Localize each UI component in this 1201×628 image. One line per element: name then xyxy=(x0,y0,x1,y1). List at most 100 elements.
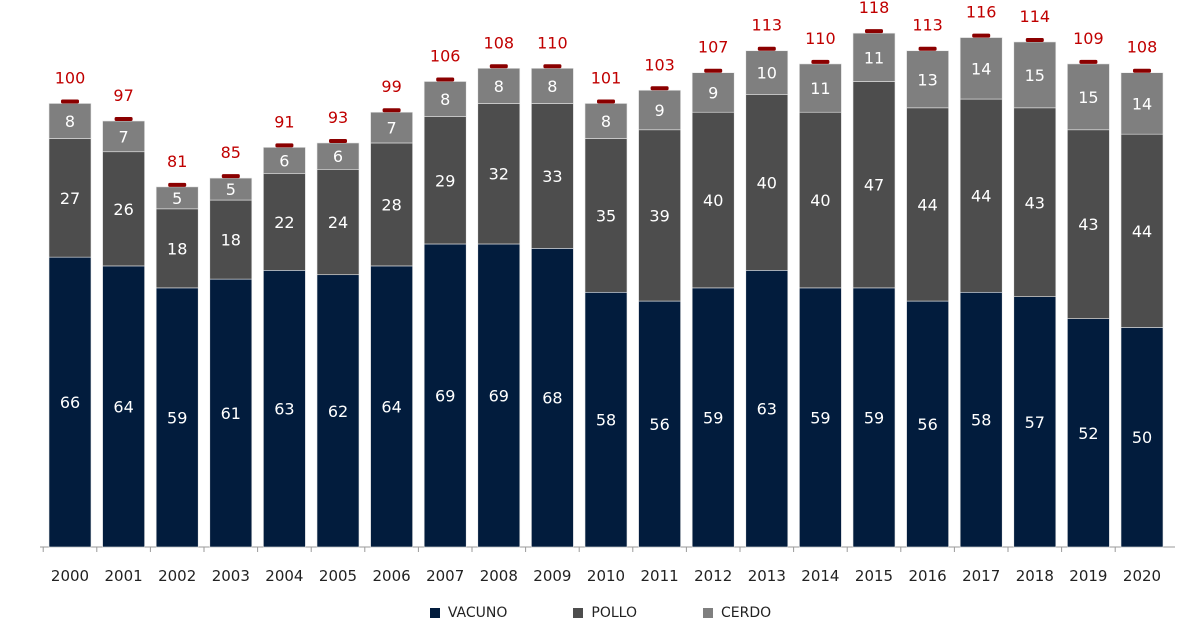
data-label-pollo-2006: 28 xyxy=(381,195,401,214)
data-label-pollo-2009: 33 xyxy=(542,167,562,186)
bar-cerdo-2011 xyxy=(638,89,681,131)
x-tick-label-2016: 2016 xyxy=(909,567,947,585)
total-label-2014: 110 xyxy=(805,29,836,48)
x-tick-label-2015: 2015 xyxy=(855,567,893,585)
total-cap-2004 xyxy=(275,143,294,148)
data-label-cerdo-2004: 6 xyxy=(279,152,289,171)
data-label-pollo-2007: 29 xyxy=(435,171,455,190)
bar-pollo-2012 xyxy=(691,111,735,289)
bar-cerdo-2012 xyxy=(691,72,735,113)
bar-vacuno-2015 xyxy=(852,287,896,548)
data-label-cerdo-2001: 7 xyxy=(119,127,129,146)
legend-swatch-cerdo xyxy=(702,608,713,618)
bar-cerdo-2017 xyxy=(959,37,1003,100)
total-label-2013: 113 xyxy=(752,16,783,35)
bar-vacuno-2002 xyxy=(155,287,199,548)
total-cap-2013 xyxy=(757,46,776,51)
data-label-cerdo-2008: 8 xyxy=(494,77,504,96)
legend-label-cerdo: CERDO xyxy=(720,605,772,621)
data-label-pollo-2000: 27 xyxy=(60,189,80,208)
bar-pollo-2008 xyxy=(477,103,521,245)
data-label-pollo-2012: 40 xyxy=(703,191,723,210)
x-tick-label-2001: 2001 xyxy=(105,567,143,585)
bar-cerdo-2009 xyxy=(531,68,574,104)
data-label-vacuno-2005: 62 xyxy=(328,402,348,421)
total-cap-2009 xyxy=(543,64,562,69)
data-label-pollo-2013: 40 xyxy=(757,173,777,192)
legend-label-vacuno: VACUNO xyxy=(447,605,508,621)
data-label-cerdo-2007: 8 xyxy=(440,90,450,109)
bar-vacuno-2017 xyxy=(959,291,1003,548)
bar-cerdo-2016 xyxy=(906,50,949,109)
total-label-2003: 85 xyxy=(221,143,241,162)
bar-vacuno-2012 xyxy=(691,287,735,548)
x-tick-label-2002: 2002 xyxy=(158,567,196,585)
total-label-2016: 113 xyxy=(912,16,943,35)
total-label-2020: 108 xyxy=(1127,38,1158,57)
total-label-2018: 114 xyxy=(1020,7,1051,26)
total-label-2005: 93 xyxy=(328,108,348,127)
bar-pollo-2001 xyxy=(102,151,145,267)
bar-vacuno-2018 xyxy=(1013,296,1057,548)
data-label-cerdo-2017: 14 xyxy=(971,59,991,78)
data-label-cerdo-2020: 14 xyxy=(1132,94,1152,113)
data-label-pollo-2018: 43 xyxy=(1025,193,1045,212)
data-label-cerdo-2016: 13 xyxy=(917,70,937,89)
total-label-2008: 108 xyxy=(484,33,515,52)
x-tick-label-2003: 2003 xyxy=(212,567,250,585)
data-label-vacuno-2000: 66 xyxy=(60,393,80,412)
bar-pollo-2013 xyxy=(745,94,789,271)
data-label-vacuno-2015: 59 xyxy=(864,408,884,427)
bar-vacuno-2007 xyxy=(423,243,467,548)
total-label-2015: 118 xyxy=(859,0,890,17)
x-tick-label-2020: 2020 xyxy=(1123,567,1161,585)
data-label-vacuno-2001: 64 xyxy=(113,397,133,416)
legend-swatch-vacuno xyxy=(429,608,440,618)
bar-cerdo-2015 xyxy=(852,32,896,82)
data-label-cerdo-2006: 7 xyxy=(387,119,397,138)
x-tick-label-2012: 2012 xyxy=(694,567,732,585)
total-cap-2010 xyxy=(597,99,615,104)
x-tick-label-2005: 2005 xyxy=(319,567,357,585)
bar-vacuno-2000 xyxy=(48,256,92,548)
total-label-2004: 91 xyxy=(274,112,294,131)
legend-label-pollo: POLLO xyxy=(591,605,637,621)
data-label-vacuno-2020: 50 xyxy=(1132,428,1152,447)
bar-cerdo-2019 xyxy=(1067,63,1110,131)
data-label-pollo-2001: 26 xyxy=(113,200,133,219)
data-label-vacuno-2018: 57 xyxy=(1025,413,1045,432)
bar-pollo-2010 xyxy=(584,138,628,293)
total-cap-2003 xyxy=(221,174,240,179)
data-label-pollo-2015: 47 xyxy=(864,176,884,195)
data-label-cerdo-2005: 6 xyxy=(333,147,343,166)
total-label-2006: 99 xyxy=(381,77,401,96)
bar-cerdo-2004 xyxy=(263,147,306,175)
bar-vacuno-2008 xyxy=(477,243,521,548)
data-label-pollo-2008: 32 xyxy=(489,165,509,184)
total-label-2019: 109 xyxy=(1073,29,1104,48)
bar-pollo-2019 xyxy=(1067,129,1110,319)
data-label-cerdo-2011: 9 xyxy=(655,101,665,120)
data-label-cerdo-2012: 9 xyxy=(708,83,718,102)
bar-cerdo-2020 xyxy=(1120,72,1164,135)
data-label-vacuno-2010: 58 xyxy=(596,411,616,430)
total-cap-2015 xyxy=(865,29,883,34)
total-label-2000: 100 xyxy=(55,68,86,87)
data-label-vacuno-2007: 69 xyxy=(435,386,455,405)
total-label-2017: 116 xyxy=(966,3,997,22)
x-tick-label-2010: 2010 xyxy=(587,567,625,585)
total-label-2002: 81 xyxy=(167,152,187,171)
bar-cerdo-2001 xyxy=(102,120,145,153)
bar-vacuno-2013 xyxy=(745,270,789,548)
data-label-cerdo-2003: 5 xyxy=(226,180,236,199)
total-cap-2002 xyxy=(168,182,187,187)
data-label-vacuno-2009: 68 xyxy=(542,389,562,408)
total-cap-2008 xyxy=(489,64,508,69)
bar-vacuno-2016 xyxy=(906,300,949,548)
data-label-cerdo-2002: 5 xyxy=(172,189,182,208)
bar-pollo-2016 xyxy=(906,107,949,302)
data-label-pollo-2017: 44 xyxy=(971,187,991,206)
data-label-pollo-2019: 43 xyxy=(1078,215,1098,234)
total-cap-2017 xyxy=(972,33,991,38)
